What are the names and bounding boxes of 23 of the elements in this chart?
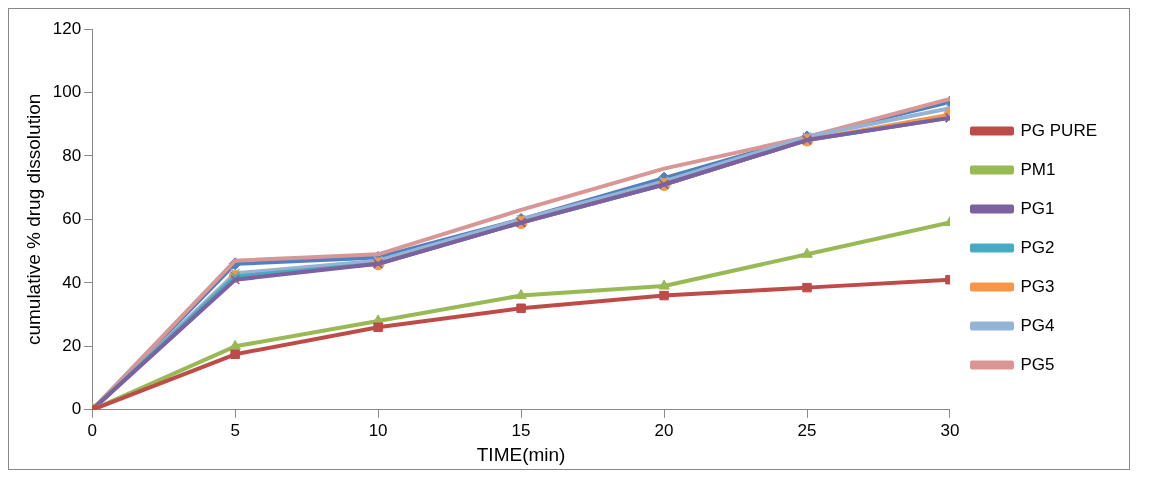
- legend-label: PG5: [1020, 354, 1055, 374]
- legend-label: PG2: [1020, 237, 1055, 257]
- x-tick-label: 20: [654, 420, 674, 440]
- y-tick-label: 60: [62, 209, 82, 229]
- legend-label: PG3: [1020, 276, 1055, 296]
- legend-label: PG1: [1020, 198, 1055, 218]
- y-tick-label: 0: [71, 399, 82, 419]
- y-tick-label: 20: [62, 336, 82, 356]
- x-tick-label: 15: [511, 420, 531, 440]
- y-tick-label: 80: [62, 145, 82, 165]
- legend-label: PG4: [1020, 315, 1055, 335]
- x-axis-title: TIME(min): [476, 443, 566, 465]
- y-tick-label: 100: [52, 82, 82, 102]
- y-axis-title: cumulative % drug dissolution: [22, 93, 44, 346]
- x-tick-label: 0: [87, 420, 97, 440]
- x-tick-label: 10: [368, 420, 388, 440]
- y-tick-label: 120: [52, 18, 82, 38]
- x-tick-label: 30: [940, 420, 960, 440]
- x-tick-label: 5: [230, 420, 240, 440]
- y-tick-label: 40: [62, 272, 82, 292]
- x-tick-label: 25: [797, 420, 817, 440]
- legend-label: PG PURE: [1020, 120, 1098, 140]
- legend-label: PM1: [1020, 159, 1056, 179]
